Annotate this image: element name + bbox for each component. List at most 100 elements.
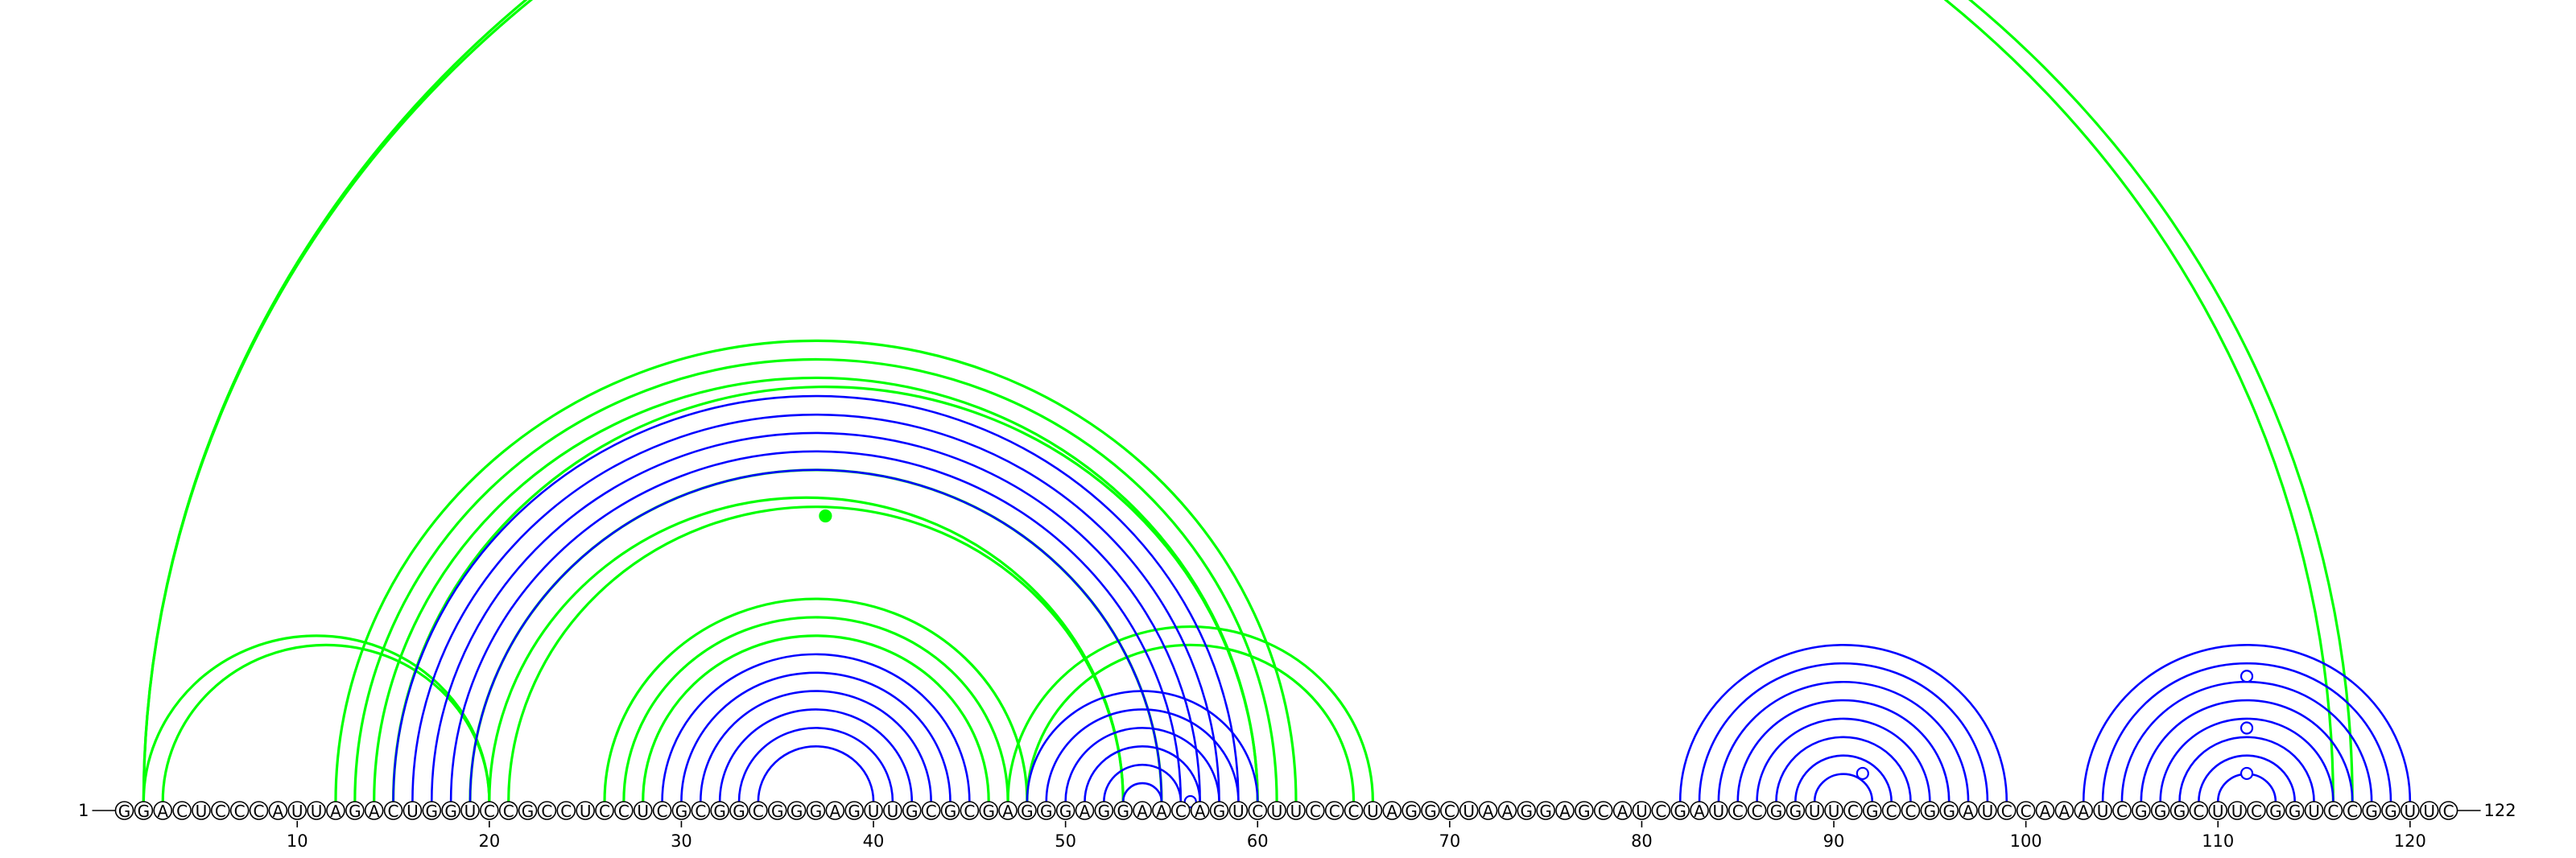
reference-pair-arc	[1678, 644, 2008, 802]
nucleotide-circle	[1536, 801, 1555, 820]
nucleotide-circle	[2304, 801, 2324, 820]
reference-pair-arc	[718, 708, 914, 802]
nucleotide-circle	[998, 801, 1018, 820]
nucleotide-letter: G	[810, 802, 823, 821]
nucleotide-letter: A	[1694, 802, 1705, 821]
nucleotide-circle	[1075, 801, 1095, 820]
nucleotide-letter: G	[1866, 802, 1879, 821]
nucleotide-letter: G	[1098, 802, 1111, 821]
nucleotide-circle	[1018, 801, 1037, 820]
nucleotide-circle	[652, 801, 672, 820]
reference-pair-arc	[661, 653, 971, 802]
predicted-pair-arc	[353, 357, 1278, 802]
nucleotide-circle	[1517, 801, 1537, 820]
nucleotide-circle	[1286, 801, 1306, 820]
nucleotide-letter: U	[407, 802, 419, 821]
nucleotide-circle	[1959, 801, 1978, 820]
predicted-pair-arc	[622, 616, 1009, 802]
nucleotide-letter: U	[1367, 802, 1379, 821]
nucleotide-letter: G	[1942, 802, 1955, 821]
nucleotide-circle	[1978, 801, 1997, 820]
nucleotide-letter: U	[291, 802, 303, 821]
nucleotide-circle	[2323, 801, 2343, 820]
nucleotide-letter: C	[695, 802, 706, 821]
nucleotide-circle	[1421, 801, 1440, 820]
nucleotide-letter: U	[196, 802, 208, 821]
nucleotide-circle	[2227, 801, 2247, 820]
reference-pair-arcs	[392, 394, 2412, 802]
nucleotide-letter: C	[2251, 802, 2262, 821]
nucleotide-letter: G	[2154, 802, 2167, 821]
nucleotide-letter: A	[1195, 802, 1206, 821]
nucleotide-circle	[767, 801, 787, 820]
nucleotide-letter: C	[2021, 802, 2032, 821]
nucleotide-letter: G	[675, 802, 688, 821]
nucleotide-circle	[2381, 801, 2401, 820]
nucleotide-letter: G	[713, 802, 726, 821]
reference-pair-arc	[1045, 708, 1240, 802]
nucleotide-circle	[864, 801, 883, 820]
nucleotide-letter: U	[1636, 802, 1648, 821]
arc-marker	[2240, 766, 2254, 781]
nucleotide-letter: C	[1886, 802, 1897, 821]
nucleotide-letter: C	[2193, 802, 2204, 821]
reference-pair-arc	[430, 431, 1201, 802]
nucleotide-letter: A	[1483, 802, 1494, 821]
nucleotide-letter: G	[2269, 802, 2282, 821]
nucleotide-letter: U	[1290, 802, 1302, 821]
nucleotide-circle	[614, 801, 634, 820]
axis-tick-label: 100	[2010, 831, 2042, 851]
nucleotide-circle	[518, 801, 538, 820]
nucleotide-letter: C	[176, 802, 188, 821]
nucleotide-circle	[1094, 801, 1114, 820]
nucleotide-letter: G	[2365, 802, 2378, 821]
nucleotide-letter: G	[848, 802, 861, 821]
nucleotide-circle	[902, 801, 922, 820]
nucleotide-letter: U	[1463, 802, 1475, 821]
nucleotide-letter: A	[157, 802, 168, 821]
nucleotide-circle	[1459, 801, 1479, 820]
axis-tick-label: 20	[478, 831, 500, 851]
nucleotide-circle	[1171, 801, 1191, 820]
nucleotide-circle	[921, 801, 941, 820]
predicted-pair-arc	[488, 496, 1125, 802]
nucleotide-letter: G	[1674, 802, 1686, 821]
nucleotide-circle	[1939, 801, 1959, 820]
arc-marker	[2240, 721, 2254, 735]
nucleotide-circle	[134, 801, 154, 820]
arc-marker	[819, 509, 832, 523]
predicted-pair-arc	[1026, 643, 1356, 802]
nucleotide-letter: G	[444, 802, 457, 821]
predicted-pair-arc	[142, 634, 491, 802]
nucleotide-circle	[1766, 801, 1786, 820]
nucleotide-letter: G	[771, 802, 784, 821]
sequence-end-label: 122	[2484, 801, 2516, 820]
nucleotide-letter: C	[1310, 802, 1321, 821]
reference-pair-arc	[2101, 662, 2392, 802]
nucleotide-letter: C	[1752, 802, 1763, 821]
nucleotide-circle	[2285, 801, 2305, 820]
nucleotide-letter: U	[2423, 802, 2435, 821]
predicted-pair-arc	[142, 0, 2354, 802]
nucleotide-letter: C	[388, 802, 399, 821]
reference-pair-arc	[1103, 763, 1183, 802]
nucleotide-letter: U	[580, 802, 592, 821]
nucleotide-circle	[210, 801, 230, 820]
nucleotide-circle	[595, 801, 614, 820]
nucleotide-circle	[1402, 801, 1421, 820]
nucleotide-circle	[844, 801, 864, 820]
nucleotide-circle	[345, 801, 365, 820]
nucleotide-letter: C	[541, 802, 552, 821]
nucleotide-letter: A	[330, 802, 341, 821]
nucleotide-circle	[576, 801, 595, 820]
nucleotide-letter: U	[1271, 802, 1283, 821]
axis-tick-label: 30	[671, 831, 692, 851]
nucleotide-circle	[1555, 801, 1575, 820]
nucleotide-circle	[326, 801, 345, 820]
nucleotide-letter: U	[1232, 802, 1245, 821]
predicted-pair-arc	[603, 597, 1029, 802]
reference-pair-arc	[757, 745, 875, 802]
nucleotide-letter: C	[1444, 802, 1455, 821]
nucleotide-circle	[786, 801, 807, 820]
nucleotide-letter: G	[138, 802, 151, 821]
